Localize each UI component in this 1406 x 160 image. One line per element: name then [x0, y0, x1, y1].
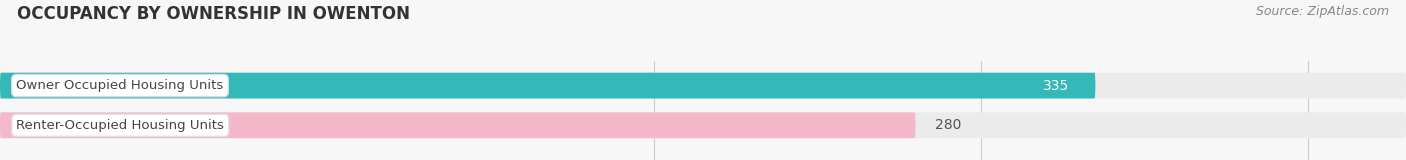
Text: OCCUPANCY BY OWNERSHIP IN OWENTON: OCCUPANCY BY OWNERSHIP IN OWENTON — [17, 5, 411, 23]
Text: 335: 335 — [1043, 79, 1069, 93]
Text: Source: ZipAtlas.com: Source: ZipAtlas.com — [1256, 5, 1389, 18]
Text: Owner Occupied Housing Units: Owner Occupied Housing Units — [17, 79, 224, 92]
FancyBboxPatch shape — [0, 112, 1406, 138]
Text: Renter-Occupied Housing Units: Renter-Occupied Housing Units — [17, 119, 224, 132]
Text: 280: 280 — [935, 118, 962, 132]
FancyBboxPatch shape — [0, 73, 1095, 99]
FancyBboxPatch shape — [0, 112, 915, 138]
FancyBboxPatch shape — [0, 73, 1406, 99]
